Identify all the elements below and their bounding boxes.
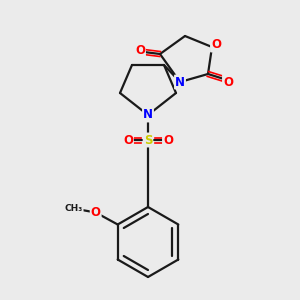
Text: N: N xyxy=(175,76,185,88)
Text: CH₃: CH₃ xyxy=(64,204,83,213)
Text: O: O xyxy=(91,206,101,219)
Text: S: S xyxy=(144,134,152,146)
Text: O: O xyxy=(223,76,233,88)
Text: O: O xyxy=(211,38,221,52)
Text: O: O xyxy=(163,134,173,146)
Text: O: O xyxy=(123,134,133,146)
Text: N: N xyxy=(143,109,153,122)
Text: O: O xyxy=(135,44,145,56)
